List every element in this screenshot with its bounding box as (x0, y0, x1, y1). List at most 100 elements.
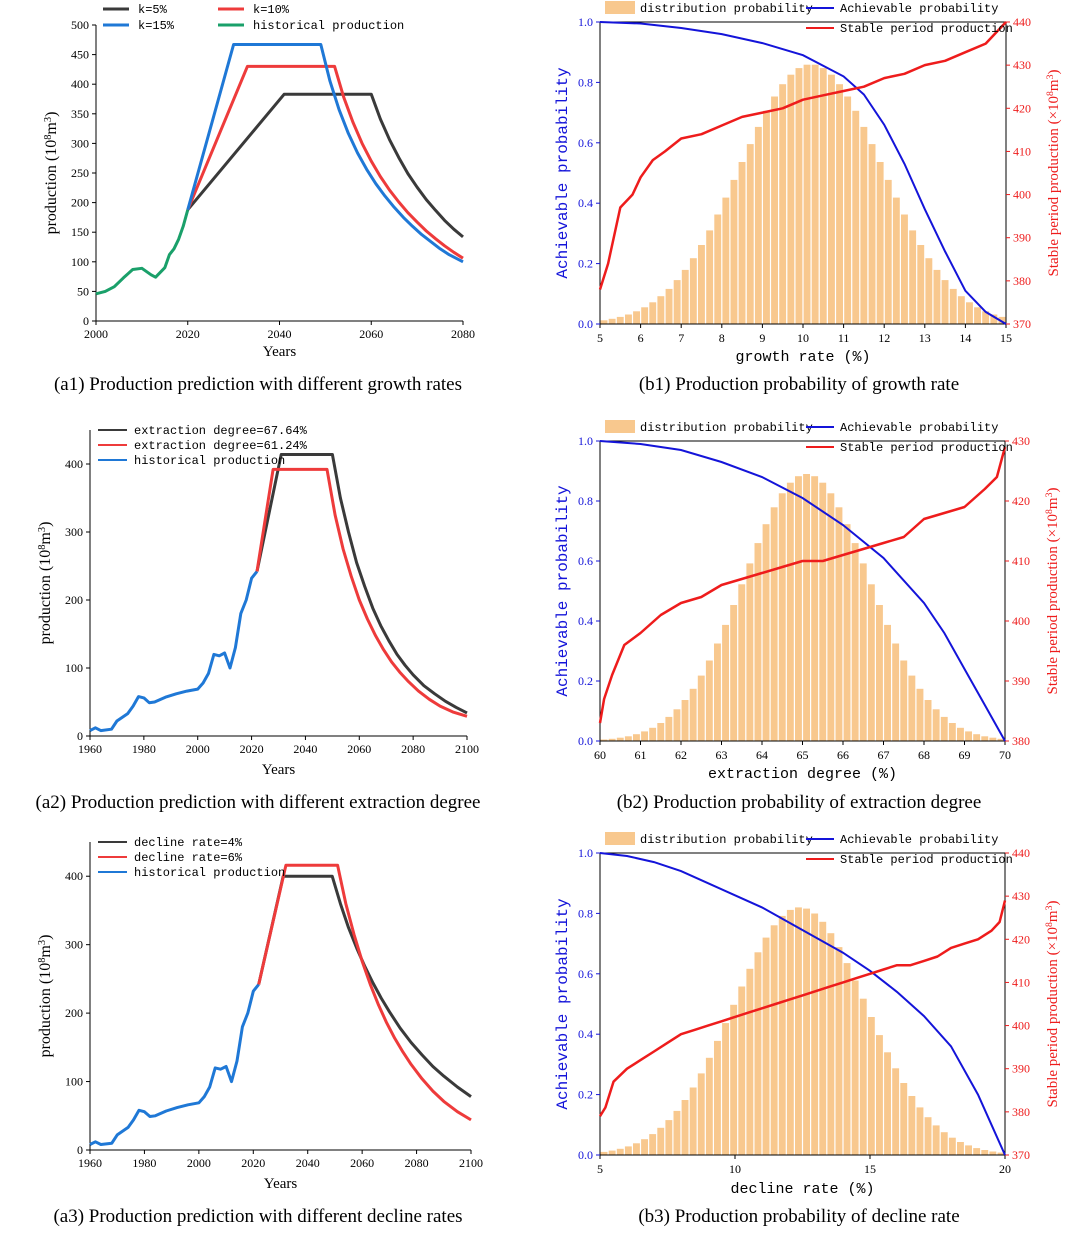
plot-frame (599, 440, 1006, 742)
y-axis-label-part: 3 (37, 527, 48, 532)
histogram-bar (917, 245, 925, 324)
y2-tick-label: 410 (1012, 975, 1030, 989)
x-tick-label: 2080 (405, 1156, 429, 1170)
histogram-bar (948, 723, 956, 741)
histogram-bar (965, 731, 972, 741)
histogram-bar (957, 296, 965, 324)
y-tick-label: 0.0 (578, 1148, 593, 1162)
legend-swatch-distribution (605, 1, 635, 14)
y-tick-label: 0.2 (578, 257, 593, 271)
histogram-bar (754, 952, 762, 1155)
y-tick-label: 400 (71, 77, 89, 91)
y2-tick-label: 420 (1012, 932, 1030, 946)
histogram-bar (616, 737, 624, 741)
histogram-bar (722, 624, 729, 741)
x-tick-label: 2020 (240, 742, 264, 756)
histogram-bar (892, 643, 900, 741)
histogram-bar (876, 605, 883, 741)
series-line-extraction-degree-67-64- (255, 453, 468, 715)
histogram-bar (819, 921, 827, 1155)
histogram-bar (600, 320, 608, 324)
y2-tick-label: 410 (1013, 144, 1031, 158)
histogram-bar (689, 688, 697, 741)
histogram-bar (933, 269, 941, 324)
y-tick-label: 0.6 (578, 136, 593, 150)
y-tick-label: 500 (71, 18, 89, 32)
histogram-bar (973, 1148, 981, 1155)
x-tick-label: 1980 (132, 1156, 156, 1170)
x-tick-label: 2040 (268, 327, 292, 341)
legend-label: decline rate=4% (134, 836, 243, 850)
y2-axis-label-part: ) (1046, 70, 1062, 75)
y2-tick-label: 390 (1012, 1062, 1030, 1076)
histogram-bar (940, 1132, 948, 1155)
chart-a1: 2000 2020 2040 2060 208005010015020025030035… (43, 3, 476, 395)
y2-tick-label: 420 (1012, 494, 1030, 508)
y2-tick-label: 390 (1013, 231, 1031, 245)
histogram-bar (673, 709, 681, 741)
histogram-bar (989, 737, 997, 741)
y-tick-label: 0.6 (578, 554, 593, 568)
y2-axis-label-part: ) (1045, 488, 1061, 493)
y-axis-label: production (108m3) (37, 935, 55, 1058)
caption: (a2) Production prediction with differen… (36, 792, 481, 813)
histogram-bar (778, 915, 786, 1155)
x-tick-label: 2100 (459, 1156, 483, 1170)
y2-axis-label-part: 3 (1044, 492, 1055, 497)
y-axis-label-part: 3 (37, 940, 48, 945)
histogram-bar (892, 1068, 900, 1155)
histogram-bar (641, 307, 649, 324)
y2-axis-label-part: m (1045, 910, 1061, 922)
x-tick-label: 2000 (84, 327, 108, 341)
achievable-probability-line (599, 440, 1006, 742)
y-tick-label: 0.6 (578, 967, 593, 981)
stable-production-line (598, 21, 1007, 290)
y-tick-label: 0 (77, 729, 83, 743)
series-line-historical-production (95, 209, 190, 296)
histogram-bar (811, 64, 819, 324)
histogram-bar (714, 214, 722, 324)
x-tick-label: 1960 (78, 1156, 102, 1170)
x-tick-label: 15 (1000, 331, 1012, 345)
histogram-bar (892, 197, 900, 324)
x-tick-label: 2020 (176, 327, 200, 341)
histogram-bar (989, 1151, 997, 1155)
y2-tick-label: 380 (1012, 1105, 1030, 1119)
histogram-bar (859, 998, 867, 1155)
y2-tick-label: 370 (1012, 1148, 1030, 1162)
y2-axis-label: Stable period production (×108m3) (1044, 488, 1062, 695)
y-tick-label: 200 (65, 593, 83, 607)
x-tick-label: 6 (638, 331, 644, 345)
x-axis-label: Years (263, 344, 297, 360)
y2-tick-label: 430 (1012, 889, 1030, 903)
histogram-bar (803, 474, 810, 741)
x-tick-label: 66 (837, 748, 849, 762)
y2-tick-label: 400 (1012, 1019, 1030, 1033)
histogram-bar (900, 1083, 908, 1155)
y-axis-label-part: m (37, 945, 54, 958)
histogram-bar (795, 907, 802, 1155)
histogram-bar (811, 476, 819, 741)
histogram-bar (616, 316, 624, 324)
histogram-bar (738, 986, 746, 1155)
y2-tick-label: 440 (1012, 846, 1030, 860)
histogram-bar (851, 980, 859, 1155)
histogram-bar (901, 214, 908, 324)
y2-tick-label: 420 (1013, 101, 1031, 115)
histogram-bar (884, 624, 891, 741)
x-tick-label: 67 (878, 748, 890, 762)
histogram-bar (689, 258, 697, 324)
histogram-bar (633, 734, 640, 741)
histogram-bar (738, 162, 746, 324)
legend-label: Stable period production (840, 22, 1013, 36)
x-tick-label: 5 (597, 1162, 603, 1176)
y-axis-label-part: m (43, 122, 60, 135)
y-tick-label: 250 (71, 166, 89, 180)
histogram-bar (957, 727, 964, 741)
histogram-bar (649, 1134, 657, 1155)
histogram-bar (608, 738, 616, 741)
histogram-bar (746, 144, 754, 324)
legend-label: k=5% (138, 3, 168, 17)
histogram-bar (698, 245, 705, 324)
